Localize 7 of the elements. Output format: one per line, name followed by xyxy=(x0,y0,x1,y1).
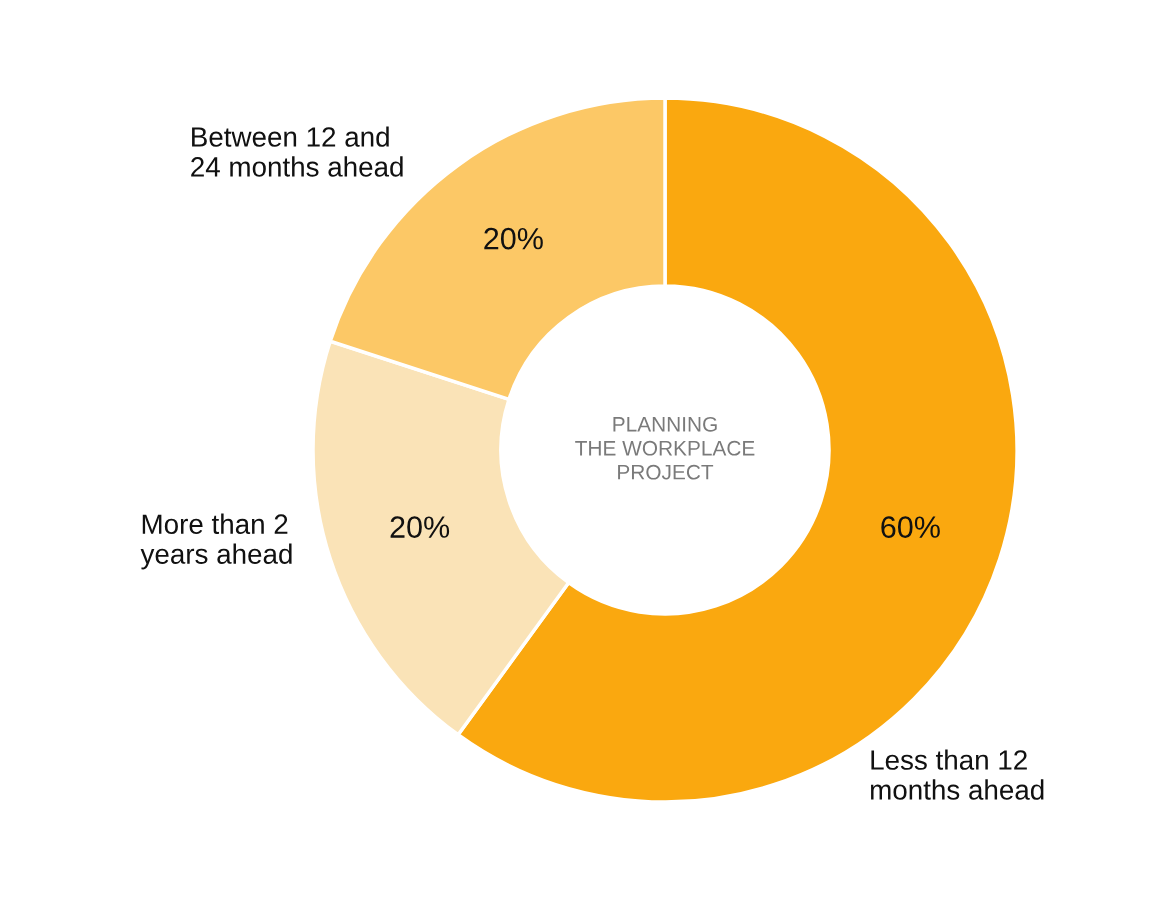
slice-label: More than 2 years ahead xyxy=(140,513,292,570)
slice-label: Less than 12 months ahead xyxy=(871,749,1044,800)
data-label: 20% xyxy=(484,227,543,250)
data-label: 60% xyxy=(881,516,940,538)
data-label: 20% xyxy=(390,516,450,538)
slice-label: Between 12 and 24 months ahead xyxy=(191,126,403,177)
text: PLANNING THE WORKPLACE PROJECT xyxy=(575,416,755,480)
